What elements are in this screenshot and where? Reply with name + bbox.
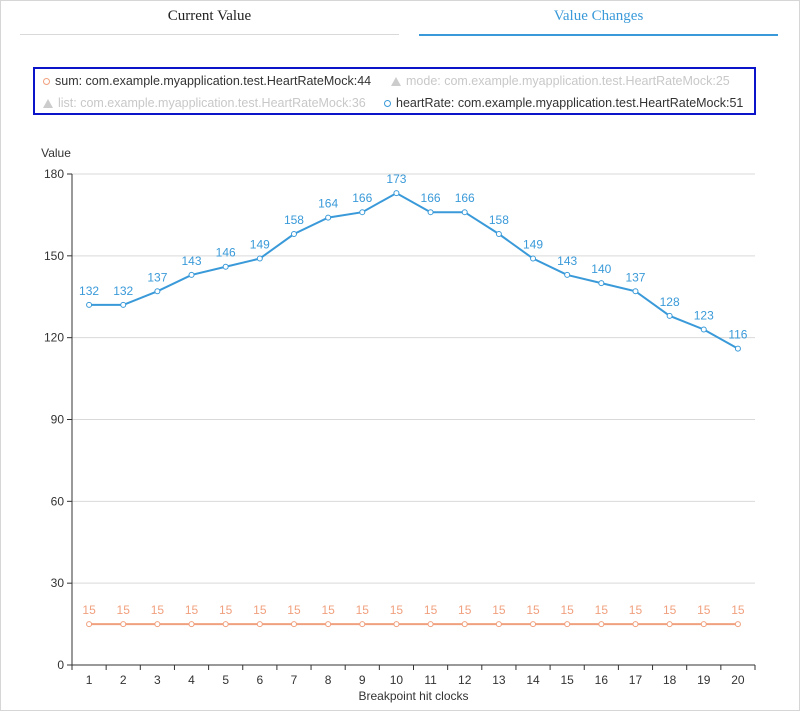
chart-legend: sum: com.example.myapplication.test.Hear… [33, 67, 756, 115]
tab-bar: Current Value Value Changes [20, 0, 778, 36]
circle-icon [384, 100, 391, 108]
circle-icon [43, 78, 50, 86]
triangle-icon [391, 77, 401, 87]
legend-item-sum[interactable]: sum: com.example.myapplication.test.Hear… [43, 74, 371, 88]
tab-current-value[interactable]: Current Value [20, 0, 399, 35]
legend-label: heartRate: com.example.myapplication.tes… [396, 96, 744, 110]
legend-label: sum: com.example.myapplication.test.Hear… [55, 74, 372, 88]
triangle-icon [43, 99, 53, 109]
tab-value-changes[interactable]: Value Changes [419, 0, 778, 36]
legend-item-list[interactable]: list: com.example.myapplication.test.Hea… [43, 96, 366, 110]
legend-item-heartrate[interactable]: heartRate: com.example.myapplication.tes… [384, 96, 743, 110]
legend-item-mode[interactable]: mode: com.example.myapplication.test.Hea… [391, 74, 730, 88]
legend-label: mode: com.example.myapplication.test.Hea… [406, 74, 730, 88]
legend-label: list: com.example.myapplication.test.Hea… [58, 96, 366, 110]
